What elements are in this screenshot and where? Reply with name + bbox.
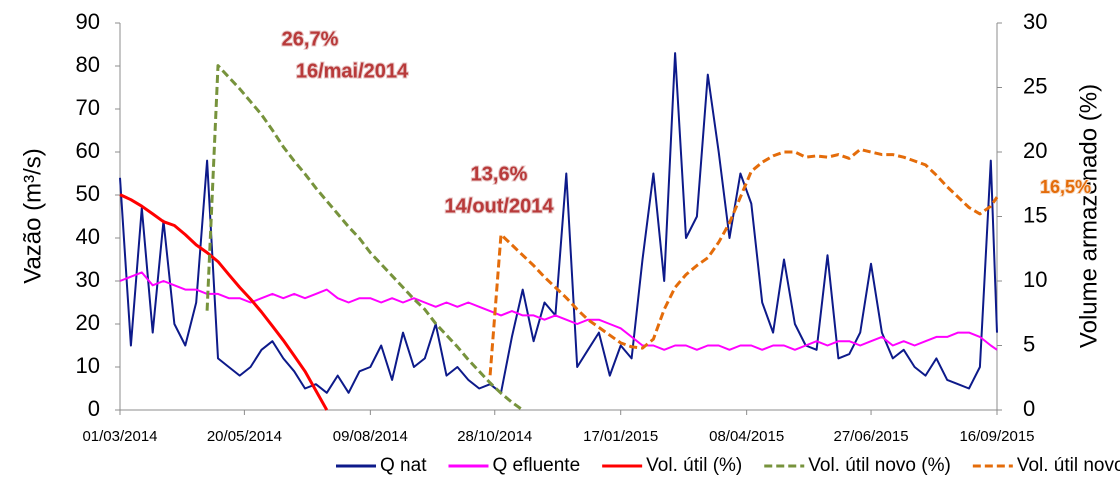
annotation: 13,6% — [471, 163, 528, 185]
annotation: 16/mai/2014 — [296, 60, 409, 82]
x-tick-label: 16/09/2015 — [959, 428, 1034, 445]
annotation: 14/out/2014 — [445, 195, 555, 217]
y2-tick-label: 25 — [1023, 73, 1047, 98]
legend-label: Vol. útil novo (%) — [808, 455, 951, 476]
y-tick-label: 10 — [76, 353, 100, 378]
legend-label: Vol. útil novo 2 (%) — [1017, 455, 1120, 476]
x-tick-label: 28/10/2014 — [457, 428, 532, 445]
annotation: 26,7% — [282, 28, 339, 50]
y-tick-label: 40 — [76, 224, 100, 249]
x-tick-label: 01/03/2014 — [82, 428, 157, 445]
x-tick-label: 08/04/2015 — [709, 428, 784, 445]
y2-tick-label: 15 — [1023, 202, 1047, 227]
series-line — [488, 147, 999, 376]
series-line — [119, 193, 329, 411]
y2-tick-label: 5 — [1023, 331, 1035, 356]
y-tick-label: 50 — [76, 181, 100, 206]
x-tick-label: 27/06/2015 — [834, 428, 909, 445]
x-tick-label: 20/05/2014 — [207, 428, 282, 445]
y-tick-label: 70 — [76, 95, 100, 120]
y2-axis-label: Volume armazenado (%) — [1075, 84, 1102, 348]
y-tick-label: 20 — [76, 310, 100, 335]
y2-tick-label: 10 — [1023, 267, 1047, 292]
x-tick-label: 09/08/2014 — [333, 428, 408, 445]
series-line — [119, 52, 998, 394]
y2-tick-label: 30 — [1023, 9, 1047, 34]
annotation: 16,5% — [1040, 177, 1091, 197]
y-tick-label: 30 — [76, 267, 100, 292]
y-tick-label: 80 — [76, 52, 100, 77]
y-tick-label: 0 — [88, 396, 100, 421]
legend-label: Q nat — [380, 455, 427, 476]
y-tick-label: 60 — [76, 138, 100, 163]
series-line — [205, 64, 524, 412]
y2-tick-label: 0 — [1023, 396, 1035, 421]
y-tick-label: 90 — [76, 9, 100, 34]
series-line — [119, 271, 998, 351]
y2-tick-label: 20 — [1023, 138, 1047, 163]
x-tick-label: 17/01/2015 — [583, 428, 658, 445]
legend-label: Q efluente — [492, 455, 580, 476]
legend-label: Vol. útil (%) — [646, 455, 742, 476]
y-axis-label: Vazão (m³/s) — [19, 148, 46, 284]
